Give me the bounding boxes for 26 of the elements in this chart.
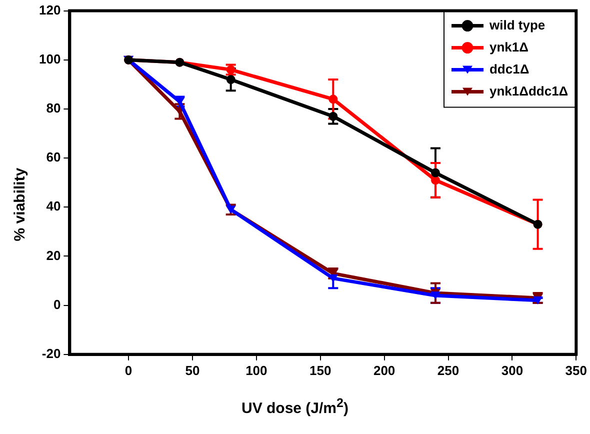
y-tick-label: 40 <box>46 198 61 214</box>
x-tick-label: 300 <box>501 362 524 378</box>
x-tick-label: 250 <box>437 362 460 378</box>
point <box>328 94 338 104</box>
legend-label: ynk1Δddc1Δ <box>489 83 568 98</box>
point <box>226 75 236 84</box>
x-tick-label: 350 <box>565 362 588 378</box>
legend-label: wild type <box>488 17 546 32</box>
point <box>430 176 440 185</box>
y-tick-label: 60 <box>46 150 61 165</box>
y-tick-label: 80 <box>46 100 61 116</box>
y-tick-label: 0 <box>53 296 61 312</box>
legend-label: ynk1Δ <box>489 39 528 54</box>
x-tick-label: 150 <box>310 362 332 378</box>
y-axis-title: % viability <box>12 166 28 244</box>
x-tick-label: 0 <box>124 362 132 378</box>
x-axis-title: UV dose (J/m$^{2}$) <box>240 396 350 417</box>
y-tick-label: 100 <box>38 51 61 66</box>
y-tick-label: 120 <box>38 2 61 18</box>
x-tick-label: 50 <box>185 362 200 378</box>
legend-label: ddc1Δ <box>489 61 530 76</box>
y-tick-label: 20 <box>46 248 61 263</box>
y-tick-label: -20 <box>42 346 61 361</box>
point <box>430 168 440 178</box>
x-tick-label: 100 <box>246 362 268 378</box>
x-tick-label: 200 <box>373 362 396 378</box>
